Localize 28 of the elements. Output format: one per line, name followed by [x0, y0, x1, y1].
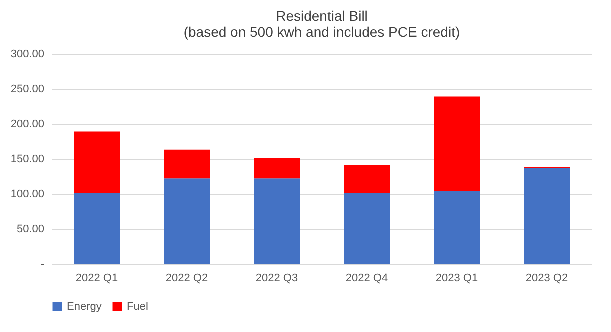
- y-tick-label: -: [40, 258, 45, 270]
- bar: [434, 191, 480, 264]
- y-tick-label: 50.00: [16, 224, 44, 236]
- x-tick-label: 2022 Q4: [346, 272, 388, 284]
- x-tick-label: 2022 Q1: [76, 272, 118, 284]
- legend-label: Fuel: [127, 300, 148, 313]
- y-tick-label: 200.00: [10, 118, 44, 130]
- bar: [164, 178, 210, 264]
- y-tick-label: 250.00: [10, 84, 44, 96]
- bar: [74, 132, 120, 194]
- y-tick-label: 100.00: [10, 188, 44, 200]
- legend-label: Energy: [67, 300, 102, 313]
- bar: [254, 178, 300, 264]
- bar: [164, 150, 210, 179]
- y-tick-label: 150.00: [10, 154, 44, 166]
- x-tick-label: 2023 Q2: [526, 272, 568, 284]
- x-tick-label: 2023 Q1: [436, 272, 478, 284]
- bar: [254, 158, 300, 179]
- bar: [434, 96, 480, 192]
- bar: [524, 168, 570, 264]
- x-tick-label: 2022 Q3: [256, 272, 298, 284]
- bar: [344, 193, 390, 264]
- chart-title: Residential Bill: [276, 8, 368, 24]
- bar: [74, 193, 120, 264]
- chart-subtitle: (based on 500 kwh and includes PCE credit): [184, 24, 460, 40]
- x-tick-label: 2022 Q2: [166, 272, 208, 284]
- y-tick-label: 300.00: [10, 48, 44, 60]
- bar: [344, 165, 390, 194]
